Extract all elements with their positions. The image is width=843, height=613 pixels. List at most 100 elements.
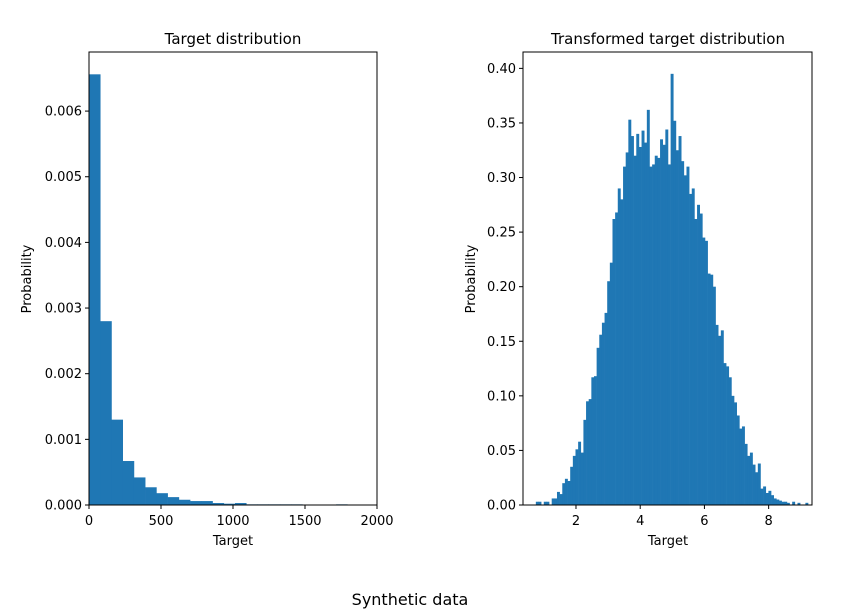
- bar: [670, 73, 674, 505]
- bar: [583, 419, 587, 505]
- bar: [771, 495, 774, 505]
- x-axis-label-left: Target: [212, 534, 253, 549]
- bar: [712, 286, 716, 505]
- bar: [111, 419, 123, 505]
- bar: [551, 498, 555, 505]
- chart-transformed-target-distribution: 2 4 6 8 0.00 0.05 0.10 0.15 0.20 0.25 0.30 0.35 0.40…: [464, 30, 813, 549]
- bar: [617, 188, 621, 505]
- bar: [686, 166, 690, 506]
- bar: [133, 477, 146, 505]
- bar: [535, 501, 539, 505]
- y-axis-label-right: Probability: [464, 244, 479, 313]
- bar: [588, 399, 592, 505]
- bar: [567, 480, 571, 505]
- figure-suptitle: Synthetic data: [352, 590, 469, 609]
- bar: [201, 501, 213, 505]
- y-tick-label: 0.001: [45, 433, 82, 448]
- y-tick-label: 0.30: [487, 171, 516, 186]
- bar: [667, 164, 671, 505]
- bar: [572, 455, 576, 505]
- bar: [599, 334, 603, 505]
- bar: [178, 499, 191, 505]
- bar: [760, 488, 764, 505]
- bar: [570, 466, 574, 505]
- bar: [681, 161, 685, 506]
- bar: [580, 452, 584, 505]
- bar: [625, 152, 629, 505]
- bar: [778, 500, 782, 505]
- x-tick-label: 0: [85, 514, 93, 529]
- bar: [641, 130, 645, 505]
- bar: [562, 483, 566, 505]
- bar: [100, 321, 112, 505]
- bar: [710, 274, 714, 505]
- y-tick-label: 0.002: [45, 367, 82, 382]
- x-tick-label: 500: [149, 514, 174, 529]
- bar: [792, 501, 796, 505]
- bar: [765, 492, 769, 505]
- bar: [612, 219, 616, 505]
- x-tick-label: 1500: [288, 514, 321, 529]
- bar: [559, 494, 563, 505]
- bar: [586, 401, 589, 505]
- bar: [654, 155, 658, 505]
- bar: [773, 498, 777, 505]
- bar: [702, 237, 706, 505]
- bar: [689, 193, 693, 505]
- bar: [755, 472, 759, 505]
- bar: [644, 142, 648, 505]
- y-tick-label: 0.05: [487, 444, 516, 459]
- bar: [784, 501, 788, 505]
- y-tick-label: 0.000: [45, 499, 82, 514]
- x-tick-label: 8: [765, 514, 773, 529]
- bar: [728, 377, 732, 505]
- x-tick-label: 4: [636, 514, 644, 529]
- bar: [786, 502, 790, 505]
- bar: [678, 136, 682, 505]
- ticks-left: 0 500 1000 1500 2000 0.000 0.001 0.002 0.003 0.00…: [45, 105, 394, 529]
- bar: [615, 212, 619, 505]
- x-axis-label-right: Target: [647, 534, 688, 549]
- bar: [657, 157, 661, 505]
- bar: [89, 74, 101, 505]
- bar: [190, 501, 202, 505]
- bar: [752, 464, 756, 505]
- bar: [697, 204, 700, 505]
- bar: [556, 491, 560, 505]
- bar: [623, 166, 626, 506]
- bar: [601, 322, 605, 505]
- ticks-right: 2 4 6 8 0.00 0.05 0.10 0.15 0.20 0.25 0.30 0.35 0.40: [487, 62, 773, 529]
- bar: [223, 503, 236, 505]
- bar: [167, 497, 180, 505]
- axes-frame-left: [88, 51, 378, 506]
- bar: [591, 377, 595, 505]
- bar: [633, 155, 637, 505]
- y-tick-label: 0.35: [487, 116, 516, 131]
- bar: [554, 498, 558, 505]
- x-tick-label: 2: [572, 514, 580, 529]
- bar: [747, 455, 751, 505]
- bar: [739, 428, 743, 505]
- y-tick-label: 0.20: [487, 280, 516, 295]
- bars-transformed: [535, 73, 809, 506]
- bar: [543, 501, 547, 505]
- bar: [763, 486, 767, 505]
- y-tick-label: 0.25: [487, 226, 516, 241]
- bar: [660, 139, 663, 505]
- bar: [122, 461, 135, 505]
- y-tick-label: 0.40: [487, 62, 516, 77]
- bar: [604, 312, 608, 505]
- bar: [741, 426, 745, 505]
- y-tick-label: 0.003: [45, 302, 82, 317]
- bar: [646, 109, 650, 505]
- bar: [546, 501, 550, 505]
- bar: [694, 219, 698, 505]
- bar: [609, 262, 613, 505]
- bar: [797, 502, 801, 505]
- bar: [620, 199, 624, 505]
- bar: [636, 133, 640, 505]
- bar: [736, 415, 740, 505]
- y-tick-label: 0.10: [487, 389, 516, 404]
- y-tick-label: 0.00: [487, 499, 516, 514]
- bar: [805, 502, 809, 505]
